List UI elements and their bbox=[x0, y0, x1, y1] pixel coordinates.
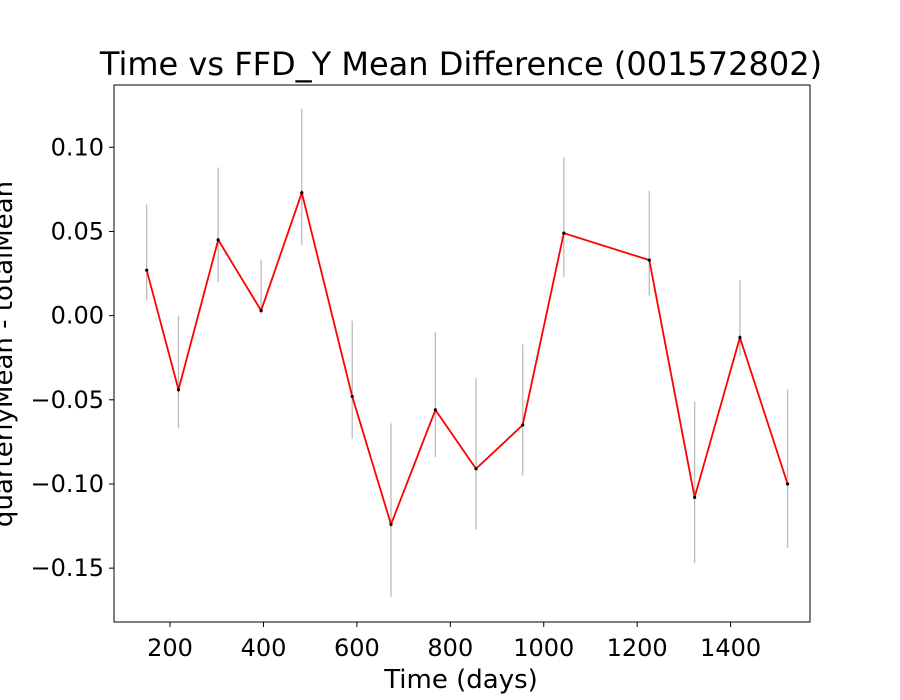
x-tick-label: 1000 bbox=[513, 634, 574, 662]
x-tick-label: 400 bbox=[241, 634, 287, 662]
data-point bbox=[785, 482, 790, 486]
data-point bbox=[259, 308, 263, 313]
y-tick-label: −0.05 bbox=[30, 386, 104, 414]
series-layer bbox=[145, 189, 790, 528]
errorbars-layer bbox=[146, 108, 789, 597]
x-tick-label: 600 bbox=[334, 634, 380, 662]
data-point bbox=[216, 238, 220, 242]
data-point bbox=[389, 522, 393, 526]
y-tick-label: −0.15 bbox=[30, 554, 104, 582]
data-point bbox=[521, 423, 525, 427]
x-tick-label: 800 bbox=[427, 634, 473, 662]
data-point bbox=[145, 268, 149, 272]
plot-frame bbox=[113, 84, 811, 623]
data-point bbox=[693, 495, 697, 500]
chart-title: Time vs FFD_Y Mean Difference (001572802… bbox=[99, 45, 822, 83]
x-tick-label: 200 bbox=[147, 634, 193, 662]
data-point bbox=[647, 258, 651, 262]
y-axis-label: quarterlyMean - totalMean bbox=[0, 181, 19, 527]
y-axis-ticks: 0.10 0.05 0.00 −0.05 −0.10 −0.15 bbox=[30, 133, 114, 582]
y-tick-label: 0.05 bbox=[51, 217, 104, 245]
x-axis-label: Time (days) bbox=[383, 665, 538, 695]
y-tick-label: 0.10 bbox=[51, 133, 104, 161]
data-point bbox=[300, 191, 304, 195]
x-axis-ticks: 200 400 600 800 1000 1200 1400 bbox=[147, 622, 761, 662]
y-tick-label: 0.00 bbox=[51, 302, 104, 330]
data-point bbox=[738, 335, 742, 340]
data-point bbox=[350, 394, 354, 399]
x-tick-label: 1400 bbox=[700, 634, 761, 662]
data-point bbox=[176, 388, 181, 392]
data-point bbox=[562, 231, 566, 235]
y-tick-label: −0.10 bbox=[30, 470, 104, 498]
x-tick-label: 1200 bbox=[607, 634, 668, 662]
data-point bbox=[474, 467, 478, 471]
data-point bbox=[433, 408, 437, 412]
